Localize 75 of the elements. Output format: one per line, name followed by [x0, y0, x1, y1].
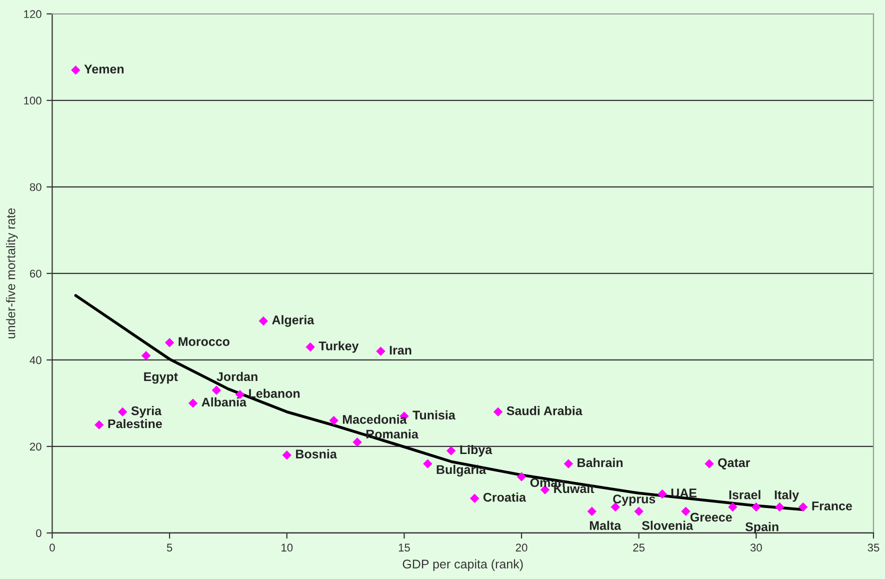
point	[352, 438, 362, 447]
x-tick-label: 15	[398, 544, 410, 552]
y-tick-label: 20	[30, 442, 42, 451]
point	[516, 472, 526, 482]
annotation: Italy	[774, 490, 800, 502]
point	[258, 316, 268, 326]
point	[306, 342, 315, 352]
x-axis-title: GDP per capita (rank)	[402, 559, 523, 571]
point	[775, 502, 784, 512]
point	[798, 502, 808, 512]
point	[728, 502, 738, 512]
annotation: Israel	[729, 490, 760, 500]
annotation: Yemen	[84, 64, 124, 74]
point	[493, 407, 503, 416]
annotation: Bahrain	[578, 458, 623, 468]
annotation: Turkey	[318, 341, 359, 353]
annotation: Slovenia	[642, 520, 694, 530]
annotation: Morocco	[178, 337, 230, 346]
annotation: Bosnia	[296, 449, 337, 458]
point	[681, 506, 690, 516]
point	[141, 351, 151, 360]
point	[752, 502, 761, 512]
point	[376, 346, 386, 356]
y-tick-label: 0	[36, 529, 42, 538]
annotation: UAE	[671, 488, 697, 498]
annotation: France	[812, 502, 852, 510]
x-tick-label: 30	[750, 544, 762, 552]
x-tick-label: 0	[50, 544, 55, 552]
annotation: Greece	[690, 512, 732, 522]
annotation: Algeria	[272, 315, 314, 327]
annotation: Libya	[460, 444, 492, 457]
x-tick-label: 10	[282, 544, 293, 552]
y-tick-label: 60	[30, 270, 42, 278]
point	[587, 506, 597, 516]
point	[71, 66, 80, 75]
annotation: Qatar	[718, 458, 750, 470]
point	[658, 489, 667, 499]
annotation: Egypt	[144, 372, 178, 384]
x-tick-label: 5	[166, 544, 172, 552]
point	[282, 450, 292, 460]
y-tick-label: 100	[24, 96, 42, 105]
annotation: Cyprus	[613, 494, 656, 506]
y-tick-label: 40	[30, 356, 42, 364]
annotation: Syria	[131, 406, 162, 418]
point	[704, 459, 714, 468]
annotation: Bulgaria	[436, 464, 486, 477]
annotation: Lebanon	[249, 388, 300, 398]
annotation: Malta	[590, 520, 622, 530]
point	[423, 459, 432, 468]
annotation: Croatia	[483, 492, 526, 502]
annotation: Iran	[390, 346, 412, 355]
point	[188, 398, 198, 408]
x-tick-label: 20	[516, 544, 528, 552]
annotation: Jordan	[216, 372, 258, 382]
annotation: Tunisia	[412, 410, 456, 420]
point	[164, 338, 174, 348]
y-tick-label: 120	[24, 10, 42, 18]
annotation: Saudi Arabia	[506, 406, 582, 416]
y-axis-title: under-five mortality rate	[6, 208, 18, 338]
point	[212, 386, 222, 395]
point	[470, 494, 480, 503]
annotation: Albania	[202, 397, 247, 407]
point	[94, 420, 104, 430]
x-tick-label: 25	[633, 544, 645, 552]
annotation: Palestine	[108, 419, 162, 428]
x-tick-label: 35	[868, 544, 880, 552]
annotation: Romania	[366, 429, 418, 439]
point	[329, 416, 338, 426]
point	[634, 506, 644, 516]
annotation: Spain	[745, 522, 778, 534]
point	[446, 446, 456, 456]
point	[118, 407, 128, 416]
y-tick-label: 80	[30, 183, 42, 192]
annotation: Macedonia	[342, 414, 407, 424]
point	[564, 459, 574, 468]
